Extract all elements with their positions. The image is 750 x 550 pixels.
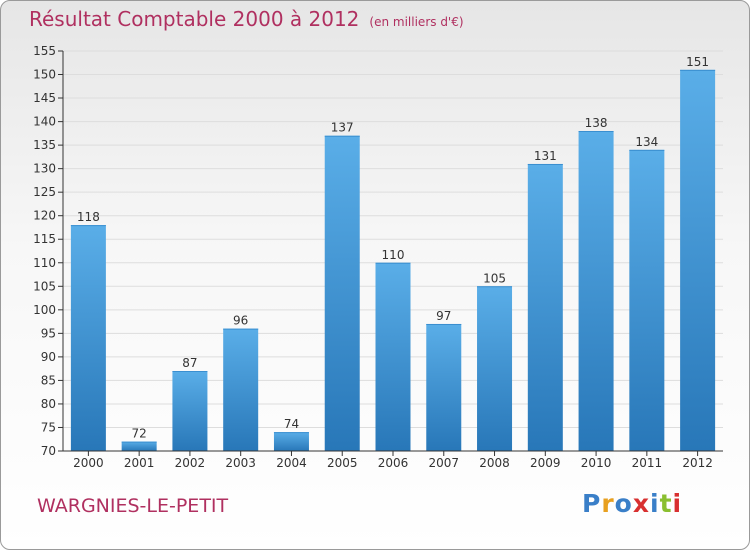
data-label: 151 xyxy=(686,55,709,69)
y-tick-label: 145 xyxy=(33,91,56,105)
x-tick-label: 2012 xyxy=(682,456,713,470)
logo-letter: x xyxy=(632,489,650,518)
data-label: 137 xyxy=(331,121,354,135)
chart-title-text: Résultat Comptable 2000 à 2012 xyxy=(29,7,360,31)
x-tick-label: 2007 xyxy=(428,456,459,470)
data-label: 72 xyxy=(132,427,147,441)
chart-unit: (en milliers d'€) xyxy=(369,15,464,29)
y-tick-label: 80 xyxy=(41,397,56,411)
x-tick-label: 2006 xyxy=(378,456,409,470)
x-tick-label: 2000 xyxy=(73,456,104,470)
logo-letter: o xyxy=(614,489,633,518)
data-label: 118 xyxy=(77,210,100,224)
logo-letter: r xyxy=(601,489,615,518)
y-tick-label: 130 xyxy=(33,162,56,176)
bar-2006 xyxy=(375,262,411,451)
bar-2011 xyxy=(629,149,665,451)
data-label: 131 xyxy=(534,149,557,163)
y-tick-label: 75 xyxy=(41,420,56,434)
bar-2002 xyxy=(172,371,208,451)
bar-2005 xyxy=(324,135,360,452)
proxiti-logo: Proxiti xyxy=(582,489,682,518)
y-tick-label: 120 xyxy=(33,209,56,223)
bar-2004 xyxy=(273,432,309,451)
x-tick-label: 2002 xyxy=(175,456,206,470)
x-tick-label: 2010 xyxy=(581,456,612,470)
data-label: 105 xyxy=(483,271,506,285)
x-tick-label: 2009 xyxy=(530,456,561,470)
y-tick-label: 125 xyxy=(33,185,56,199)
bar-2001 xyxy=(121,441,157,451)
data-label: 134 xyxy=(635,135,658,149)
data-label: 87 xyxy=(182,356,197,370)
x-tick-label: 2005 xyxy=(327,456,358,470)
bar-2012 xyxy=(680,69,716,451)
x-tick-label: 2011 xyxy=(632,456,663,470)
bar-2000 xyxy=(70,225,106,451)
y-tick-label: 135 xyxy=(33,138,56,152)
y-tick-label: 155 xyxy=(33,44,56,58)
data-label: 74 xyxy=(284,417,299,431)
y-tick-label: 100 xyxy=(33,303,56,317)
bar-2003 xyxy=(223,328,259,451)
y-tick-label: 110 xyxy=(33,256,56,270)
y-tick-label: 90 xyxy=(41,350,56,364)
x-tick-label: 2001 xyxy=(124,456,155,470)
data-label: 97 xyxy=(436,309,451,323)
data-label: 138 xyxy=(585,116,608,130)
bar-2010 xyxy=(578,131,614,451)
data-label: 110 xyxy=(382,248,405,262)
logo-letter: i xyxy=(672,489,683,518)
data-label: 96 xyxy=(233,314,248,328)
chart-title: Résultat Comptable 2000 à 2012 (en millie… xyxy=(29,7,464,31)
y-tick-label: 115 xyxy=(33,232,56,246)
x-tick-label: 2004 xyxy=(276,456,307,470)
y-tick-label: 85 xyxy=(41,373,56,387)
bar-2007 xyxy=(426,323,462,451)
y-tick-label: 95 xyxy=(41,326,56,340)
y-tick-label: 150 xyxy=(33,68,56,82)
city-name: WARGNIES-LE-PETIT xyxy=(37,495,229,517)
bar-2008 xyxy=(477,286,513,451)
bar-2009 xyxy=(527,163,563,452)
logo-letter: t xyxy=(659,489,673,518)
y-tick-label: 70 xyxy=(41,444,56,458)
logo-letter: P xyxy=(582,489,602,518)
y-tick-label: 140 xyxy=(33,115,56,129)
y-tick-label: 105 xyxy=(33,279,56,293)
x-tick-label: 2008 xyxy=(479,456,510,470)
logo-letter: i xyxy=(650,489,660,518)
x-tick-label: 2003 xyxy=(225,456,256,470)
